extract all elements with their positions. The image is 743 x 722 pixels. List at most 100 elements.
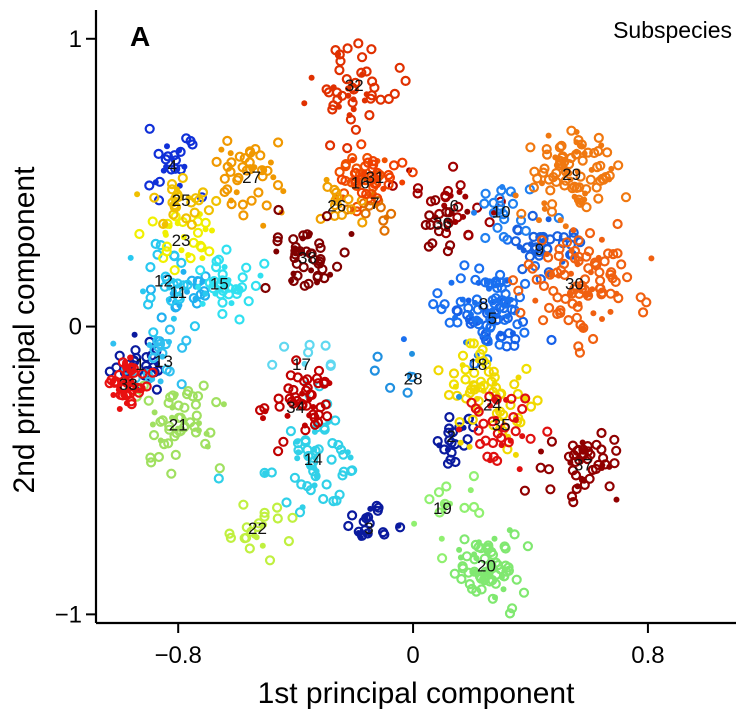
data-point — [596, 427, 607, 439]
data-point — [568, 449, 579, 461]
data-point — [350, 77, 361, 89]
data-point — [164, 421, 175, 432]
data-point — [455, 180, 466, 191]
data-point — [225, 532, 236, 544]
data-point — [510, 334, 521, 345]
data-point — [170, 163, 181, 174]
data-point — [483, 366, 494, 377]
data-point — [180, 268, 187, 275]
data-point — [519, 433, 526, 440]
data-point — [491, 380, 498, 387]
data-point — [573, 235, 584, 246]
data-point — [312, 270, 323, 281]
data-point — [471, 568, 478, 575]
data-point — [516, 244, 523, 250]
data-point — [425, 196, 437, 207]
data-point — [383, 93, 394, 105]
data-point — [366, 531, 373, 537]
data-point — [525, 433, 536, 444]
data-point — [160, 271, 171, 282]
data-point — [211, 262, 222, 273]
cluster-label-18: 18 — [468, 355, 487, 374]
data-point — [310, 404, 317, 410]
data-point — [432, 288, 443, 299]
data-point — [608, 165, 615, 172]
x-tick-label: 0 — [406, 642, 419, 669]
cluster-32-points — [301, 38, 411, 154]
data-point — [166, 179, 178, 190]
data-point — [581, 251, 592, 262]
data-point — [437, 553, 448, 564]
data-point — [395, 522, 406, 533]
data-point — [294, 507, 306, 518]
data-point — [443, 389, 455, 401]
data-point — [252, 521, 263, 533]
data-point — [246, 195, 257, 206]
data-point — [250, 280, 261, 291]
data-point — [209, 227, 215, 234]
data-point — [485, 322, 496, 333]
data-point — [611, 445, 622, 456]
data-point — [433, 487, 445, 498]
data-point — [467, 414, 478, 425]
data-point — [327, 438, 338, 449]
data-point — [181, 163, 188, 170]
data-point — [530, 244, 541, 255]
data-point — [237, 272, 248, 283]
cluster-label-19: 19 — [433, 499, 452, 518]
data-point — [457, 439, 464, 446]
data-point — [350, 175, 361, 186]
data-point — [499, 314, 510, 325]
data-point — [605, 288, 616, 299]
data-point — [182, 279, 193, 290]
data-point — [218, 146, 225, 153]
data-point — [451, 305, 462, 316]
data-point — [463, 302, 474, 314]
data-point — [372, 193, 383, 204]
data-point — [529, 261, 541, 272]
data-point — [195, 284, 202, 290]
data-point — [499, 214, 510, 225]
data-point — [613, 160, 624, 171]
data-point — [313, 468, 320, 475]
data-point — [555, 155, 566, 166]
data-point — [498, 231, 509, 243]
data-point — [566, 491, 578, 502]
data-point — [140, 288, 146, 295]
data-point — [334, 489, 345, 500]
data-point — [152, 336, 163, 347]
data-point — [368, 159, 379, 170]
data-point — [466, 397, 477, 408]
data-point — [227, 150, 234, 157]
data-point — [313, 365, 325, 376]
data-point — [116, 406, 123, 412]
cluster-26-points — [315, 176, 368, 228]
data-point — [145, 452, 156, 463]
data-point — [445, 454, 456, 465]
data-point — [399, 179, 406, 186]
data-point — [567, 465, 579, 476]
data-point — [178, 280, 189, 291]
data-point — [356, 67, 367, 78]
data-point — [301, 360, 308, 367]
data-point — [571, 483, 582, 495]
data-point — [506, 603, 518, 614]
data-point — [313, 378, 324, 389]
x-axis-ticks: −0.8 0 0.8 — [155, 623, 665, 669]
data-point — [537, 315, 549, 326]
x-axis-title: 1st principal component — [258, 677, 576, 710]
data-point — [488, 366, 499, 377]
data-point — [137, 368, 148, 379]
data-point — [189, 207, 200, 218]
data-point — [593, 132, 604, 143]
data-point — [328, 496, 339, 507]
data-point — [440, 190, 451, 201]
data-point — [126, 362, 137, 373]
data-point — [259, 511, 270, 522]
data-point — [157, 348, 168, 359]
data-point — [177, 172, 188, 184]
data-point — [305, 389, 316, 400]
data-point — [613, 290, 620, 297]
data-point — [510, 426, 521, 437]
data-point — [161, 241, 172, 252]
